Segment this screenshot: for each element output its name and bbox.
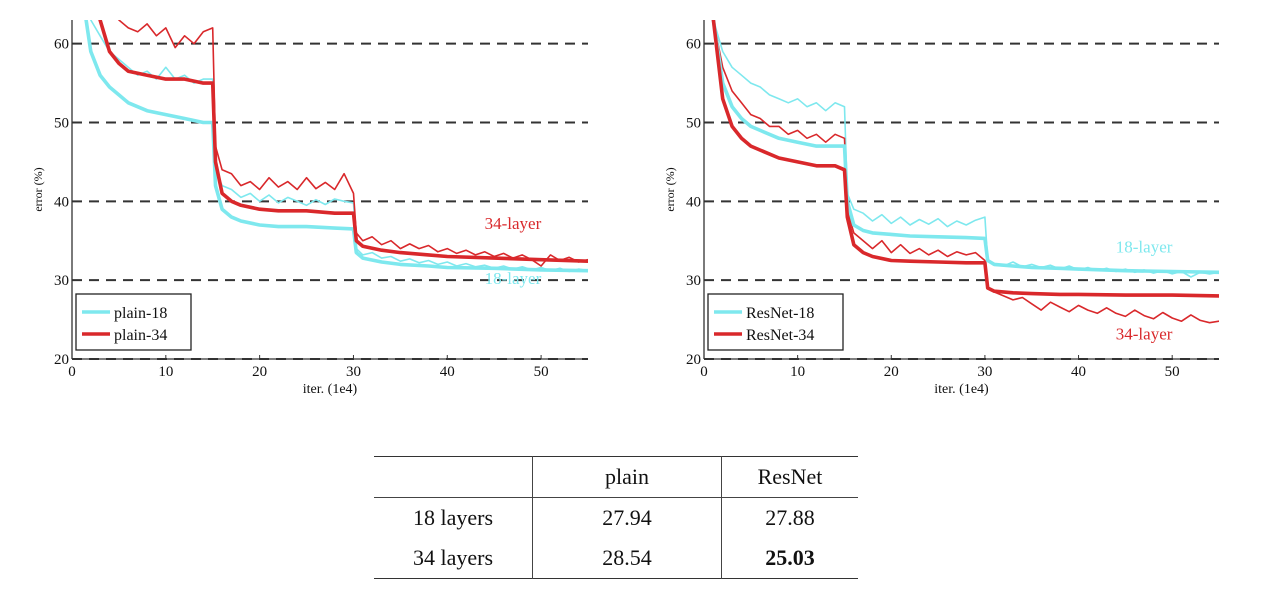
row-label: 18 layers	[374, 497, 533, 538]
resnet-value: 27.88	[765, 505, 815, 530]
table-header-row: plain ResNet	[374, 456, 858, 498]
x-tick-label: 50	[1165, 364, 1180, 380]
x-tick-label: 0	[700, 364, 708, 380]
x-tick-label: 0	[68, 364, 76, 380]
row-label: 34 layers	[374, 538, 533, 579]
series-line-plain-18	[84, 20, 588, 273]
series-line-plain-34-train	[118, 20, 588, 267]
y-tick-label: 20	[686, 352, 701, 368]
plot-area	[84, 20, 588, 273]
y-tick-label: 60	[54, 37, 69, 53]
series-line-plain-34	[98, 20, 588, 263]
series-annotation: 18-layer	[1116, 238, 1173, 257]
legend-entry: plain-34	[114, 327, 167, 344]
top1-error-table: plain ResNet 18 layers 27.94 27.88 34 la…	[374, 456, 858, 579]
y-tick-label: 20	[54, 352, 69, 368]
plain-nets-chart: 0 10 20 30 40 50 20 30 40 50 60 iter. (1e4) error (%…	[31, 20, 588, 397]
table-header-plain: plain	[532, 456, 722, 498]
series-line-resnet-34	[711, 20, 1219, 298]
legend-box	[75, 293, 192, 351]
x-tick-label: 10	[790, 364, 805, 380]
x-tick-label: 40	[1071, 364, 1086, 380]
legend-box	[707, 293, 844, 351]
y-tick-label: 50	[54, 115, 69, 131]
legend-entry: ResNet-34	[746, 327, 814, 344]
series-line-resnet-34-train	[712, 20, 1219, 324]
charts-svg: 0 10 20 30 40 50 20 30 40 50 60 iter. (1e4) error (%…	[31, 20, 1219, 397]
table-header-resnet: ResNet	[757, 464, 823, 489]
x-tick-label: 20	[884, 364, 899, 380]
resnets-chart: 0 10 20 30 40 50 20 30 40 50 60 iter. (1e4) error (%…	[663, 20, 1219, 397]
series-line-plain-18-train	[90, 20, 588, 273]
x-tick-label: 50	[534, 364, 549, 380]
plot-area	[711, 20, 1219, 324]
series-line-resnet-18	[711, 20, 1219, 275]
y-tick-label: 50	[686, 115, 701, 131]
x-tick-label: 30	[346, 364, 361, 380]
x-tick-label: 10	[158, 364, 173, 380]
x-tick-label: 40	[440, 364, 455, 380]
x-axis-label: iter. (1e4)	[303, 382, 358, 397]
legend: plain-18 plain-34	[75, 293, 192, 351]
series-annotation: 18-layer	[485, 269, 542, 288]
y-axis-label: error (%)	[31, 167, 45, 211]
y-tick-label: 40	[54, 194, 69, 210]
y-tick-label: 30	[54, 273, 69, 289]
x-axis-label: iter. (1e4)	[934, 382, 989, 397]
plain-value: 28.54	[532, 538, 722, 579]
legend-entry: plain-18	[114, 305, 167, 322]
table-row: 18 layers 27.94 27.88	[374, 497, 858, 538]
table-header-empty	[374, 456, 533, 498]
x-tick-label: 20	[252, 364, 267, 380]
y-tick-label: 60	[686, 37, 701, 53]
x-tick-label: 30	[977, 364, 992, 380]
y-tick-label: 40	[686, 194, 701, 210]
series-annotation: 34-layer	[485, 214, 542, 233]
legend: ResNet-18 ResNet-34	[707, 293, 844, 351]
plain-value: 27.94	[532, 497, 722, 538]
resnet-value-best: 25.03	[765, 545, 815, 570]
table-row: 34 layers 28.54 25.03	[374, 538, 858, 579]
series-annotation: 34-layer	[1116, 324, 1173, 343]
y-axis-label: error (%)	[663, 167, 677, 211]
legend-entry: ResNet-18	[746, 305, 814, 322]
y-tick-label: 30	[686, 273, 701, 289]
